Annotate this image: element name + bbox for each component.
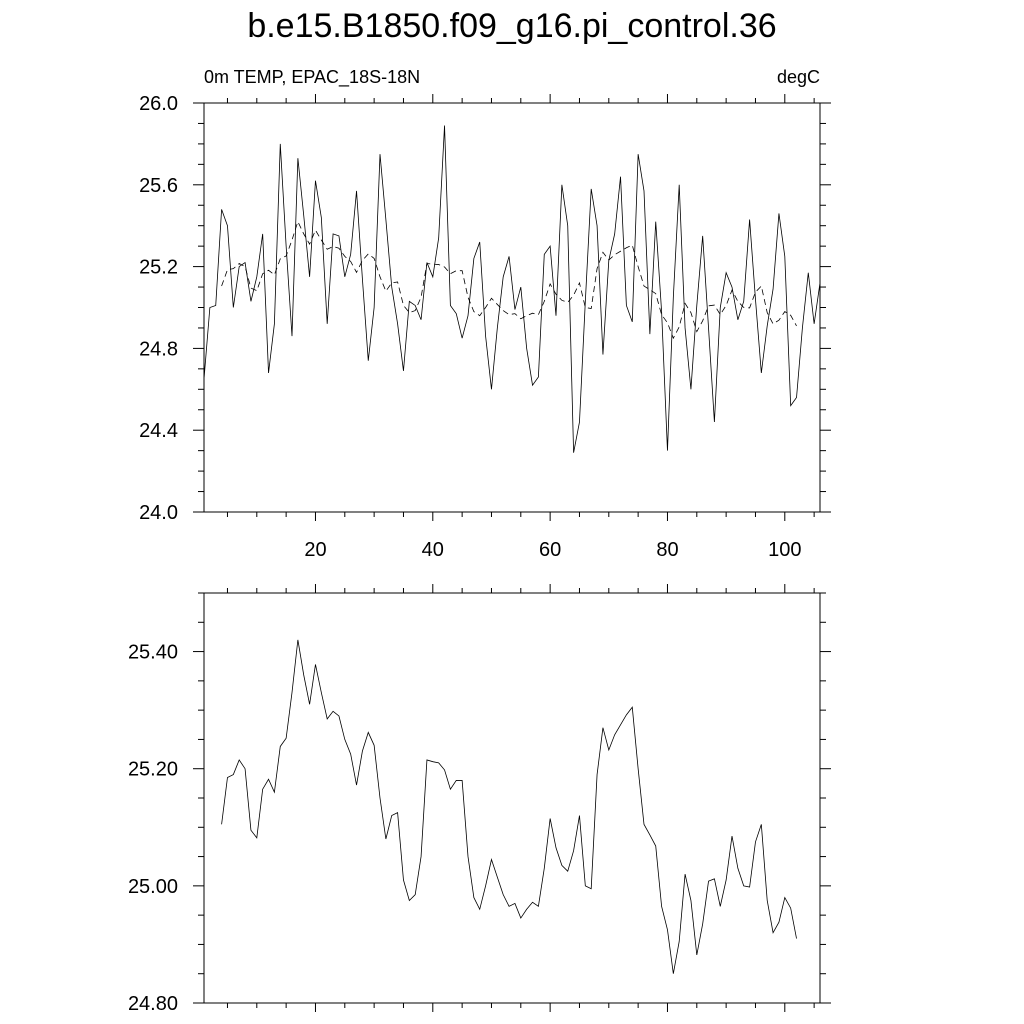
y-tick-label: 25.2 [139,257,178,279]
y-tick-label: 25.6 [139,175,178,197]
running-mean-line [221,220,797,340]
x-tick-label: 60 [539,539,561,561]
x-tick-label: 40 [422,539,444,561]
chart-title: b.e15.B1850.f09_g16.pi_control.36 [247,7,776,45]
y-tick-label: 24.4 [139,420,178,442]
top-panel-plot: 20 40 60 80 100 24.0 24.4 24.8 25.2 25.6 26.0 [139,93,831,561]
plot-frame [203,102,821,513]
y-tick-label: 25.20 [128,759,178,781]
y-tick-label: 25.00 [128,876,178,898]
x-tick-label: 20 [304,539,326,561]
y-tick-label: 24.0 [139,502,178,524]
y-tick-label: 24.80 [128,993,178,1015]
y-tick-label: 25.40 [128,642,178,664]
bottom-panel-plot: 24.80 25.00 25.20 25.40 [128,584,831,1015]
x-tick-label: 100 [768,539,801,561]
temperature-line [221,639,797,974]
top-panel-variable-label: 0m TEMP, EPAC_18S-18N [204,67,420,88]
y-tick-label: 24.8 [139,338,178,360]
y-tick-label: 26.0 [139,93,178,115]
x-tick-label: 80 [656,539,678,561]
temperature-line [203,125,821,453]
top-panel-units-label: degC [777,67,820,87]
